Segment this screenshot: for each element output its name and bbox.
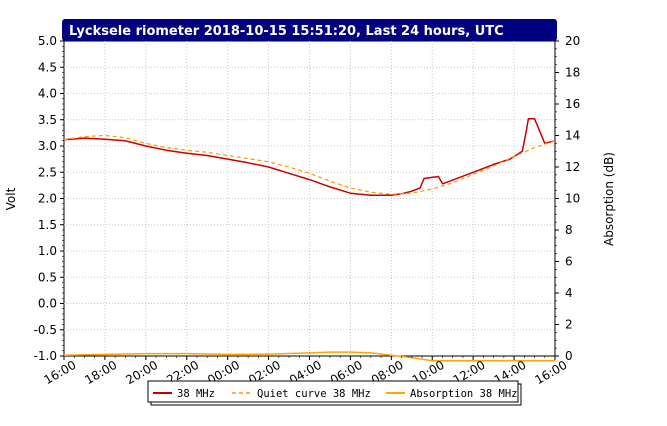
y-tick-label-right: 12 (565, 160, 580, 174)
y-tick-label-left: 0.0 (38, 297, 57, 311)
y-axis-label-left: Volt (4, 187, 18, 210)
y-tick-label-left: -1.0 (34, 349, 57, 363)
y-tick-label-right: 14 (565, 129, 580, 143)
y-tick-label-left: 2.5 (38, 165, 57, 179)
x-tick-label: 18:00 (82, 358, 119, 387)
y-tick-label-right: 20 (565, 34, 580, 48)
y-tick-label-left: 3.0 (38, 139, 57, 153)
y-tick-label-left: 1.0 (38, 244, 57, 258)
legend: 38 MHz Quiet curve 38 MHz Absorption 38 … (147, 380, 522, 406)
y-tick-label-left: 5.0 (38, 34, 57, 48)
y-tick-label-right: 18 (565, 66, 580, 80)
y-tick-label-right: 2 (565, 318, 573, 332)
legend-label-absorption: Absorption 38 MHz (410, 388, 517, 400)
title-bar (62, 19, 557, 41)
y-tick-label-left: 0.5 (38, 270, 57, 284)
y-tick-label-right: 4 (565, 286, 573, 300)
y-tick-label-left: 2.0 (38, 192, 57, 206)
y-tick-label-left: 1.5 (38, 218, 57, 232)
x-tick-label: 16:00 (533, 358, 570, 387)
legend-label-quiet: Quiet curve 38 MHz (257, 388, 371, 400)
y-tick-label-right: 8 (565, 223, 573, 237)
y-tick-label-right: 6 (565, 255, 573, 269)
y-tick-label-right: 0 (565, 349, 573, 363)
y-tick-label-left: 4.0 (38, 87, 57, 101)
y-tick-label-left: 4.5 (38, 60, 57, 74)
y-tick-label-right: 10 (565, 192, 580, 206)
legend-label-38mhz: 38 MHz (177, 388, 215, 400)
y-tick-label-right: 16 (565, 97, 580, 111)
y-tick-label-left: -0.5 (34, 323, 57, 337)
series-layer (63, 117, 556, 362)
y-tick-label-left: 3.5 (38, 113, 57, 127)
y-axis-label-right: Absorption (dB) (602, 152, 616, 246)
chart-title: Lycksele riometer 2018-10-15 15:51:20, L… (69, 24, 504, 39)
series-absorption-line (63, 351, 555, 362)
